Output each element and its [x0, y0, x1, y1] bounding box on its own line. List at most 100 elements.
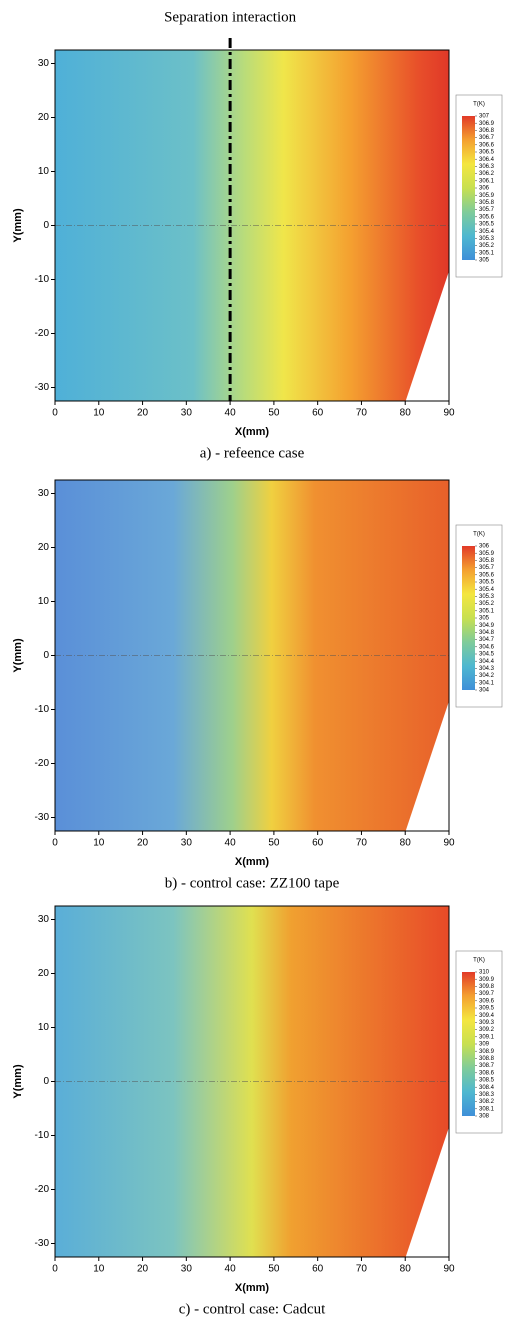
y-tick-label: 30 [38, 488, 50, 499]
y-tick-label: 30 [38, 914, 50, 925]
x-tick-label: 80 [400, 408, 412, 419]
masked-region [405, 271, 449, 401]
y-tick-label: -20 [35, 1184, 50, 1195]
x-tick-label: 50 [268, 408, 280, 419]
colorbar-tick-label: 305.3 [479, 594, 495, 600]
colorbar [462, 972, 475, 1116]
colorbar-tick-label: 305 [479, 616, 490, 622]
masked-region [405, 701, 449, 831]
colorbar-title: T(K) [473, 532, 485, 538]
x-tick-label: 40 [225, 1264, 237, 1275]
y-tick-label: 30 [38, 58, 50, 69]
y-tick-label: 10 [38, 166, 50, 177]
colorbar-tick-label: 308.1 [479, 1106, 495, 1112]
colorbar-tick-label: 309.2 [479, 1027, 495, 1033]
x-tick-label: 30 [181, 408, 193, 419]
x-tick-label: 50 [268, 838, 280, 849]
colorbar-tick-label: 306.2 [479, 171, 495, 177]
colorbar-tick-label: 304.7 [479, 637, 495, 643]
x-tick-label: 30 [181, 1264, 193, 1275]
x-tick-label: 0 [52, 408, 58, 419]
colorbar-tick-label: 308.5 [479, 1078, 495, 1084]
colorbar-tick-label: 309.8 [479, 984, 495, 990]
colorbar-tick-label: 304.4 [479, 659, 495, 665]
annotation-text: Separation interaction [164, 9, 297, 25]
colorbar-tick-label: 306.3 [479, 164, 495, 170]
colorbar-tick-label: 305.7 [479, 207, 495, 213]
y-tick-label: 10 [38, 596, 50, 607]
colorbar-tick-label: 304 [479, 688, 490, 694]
x-tick-label: 40 [225, 408, 237, 419]
x-axis-label: X(mm) [235, 1282, 270, 1294]
colorbar-tick-label: 305 [479, 258, 490, 264]
colorbar-tick-label: 309.4 [479, 1013, 495, 1019]
y-tick-label: 0 [43, 220, 49, 231]
caption: a) - refeence case [200, 445, 305, 461]
x-tick-label: 10 [93, 838, 105, 849]
colorbar-tick-label: 305.3 [479, 236, 495, 242]
colorbar-tick-label: 305.5 [479, 222, 495, 228]
colorbar-tick-label: 304.1 [479, 680, 495, 686]
colorbar-tick-label: 309.9 [479, 977, 495, 983]
colorbar [462, 546, 475, 690]
colorbar-tick-label: 306 [479, 544, 490, 550]
x-tick-label: 10 [93, 1264, 105, 1275]
colorbar-tick-label: 308.9 [479, 1049, 495, 1055]
colorbar-tick-label: 309.1 [479, 1034, 495, 1040]
colorbar-tick-label: 304.6 [479, 644, 495, 650]
x-tick-label: 60 [312, 408, 324, 419]
temperature-field [55, 906, 449, 1257]
colorbar-tick-label: 304.2 [479, 673, 495, 679]
x-tick-label: 90 [443, 408, 455, 419]
x-tick-label: 20 [137, 838, 149, 849]
x-axis-label: X(mm) [235, 856, 270, 868]
y-tick-label: -10 [35, 1130, 50, 1141]
x-tick-label: 20 [137, 408, 149, 419]
y-tick-label: 0 [43, 650, 49, 661]
y-tick-label: 10 [38, 1022, 50, 1033]
colorbar-tick-label: 310 [479, 970, 490, 976]
x-tick-label: 70 [356, 1264, 368, 1275]
temperature-field [55, 480, 449, 831]
colorbar-tick-label: 305.7 [479, 565, 495, 571]
colorbar-tick-label: 308 [479, 1114, 490, 1120]
colorbar [462, 116, 475, 260]
y-tick-label: 20 [38, 968, 50, 979]
x-tick-label: 70 [356, 408, 368, 419]
colorbar-tick-label: 305.8 [479, 200, 495, 206]
y-tick-label: 20 [38, 542, 50, 553]
colorbar-tick-label: 308.4 [479, 1085, 495, 1091]
colorbar-tick-label: 306 [479, 186, 490, 192]
colorbar-tick-label: 309 [479, 1042, 490, 1048]
y-axis-label: Y(mm) [12, 1064, 24, 1099]
colorbar-tick-label: 306.8 [479, 128, 495, 134]
x-tick-label: 20 [137, 1264, 149, 1275]
y-axis-label: Y(mm) [12, 208, 24, 243]
colorbar-tick-label: 309.3 [479, 1020, 495, 1026]
colorbar-tick-label: 304.5 [479, 652, 495, 658]
y-tick-label: -20 [35, 328, 50, 339]
x-tick-label: 0 [52, 1264, 58, 1275]
colorbar-tick-label: 308.7 [479, 1063, 495, 1069]
x-tick-label: 60 [312, 1264, 324, 1275]
colorbar-tick-label: 306.9 [479, 121, 495, 127]
y-tick-label: -30 [35, 382, 50, 393]
caption: b) - control case: ZZ100 tape [165, 875, 340, 891]
x-tick-label: 0 [52, 838, 58, 849]
x-tick-label: 60 [312, 838, 324, 849]
y-tick-label: 20 [38, 112, 50, 123]
colorbar-tick-label: 305.9 [479, 193, 495, 199]
colorbar-tick-label: 306.4 [479, 157, 495, 163]
caption: c) - control case: Cadcut [179, 1301, 326, 1317]
colorbar-tick-label: 305.2 [479, 243, 495, 249]
x-tick-label: 90 [443, 838, 455, 849]
colorbar-tick-label: 305.1 [479, 608, 495, 614]
colorbar-tick-label: 308.8 [479, 1056, 495, 1062]
colorbar-tick-label: 305.6 [479, 214, 495, 220]
colorbar-tick-label: 307 [479, 114, 490, 120]
colorbar-tick-label: 305.2 [479, 601, 495, 607]
colorbar-tick-label: 304.3 [479, 666, 495, 672]
x-tick-label: 80 [400, 1264, 412, 1275]
colorbar-tick-label: 308.2 [479, 1099, 495, 1105]
